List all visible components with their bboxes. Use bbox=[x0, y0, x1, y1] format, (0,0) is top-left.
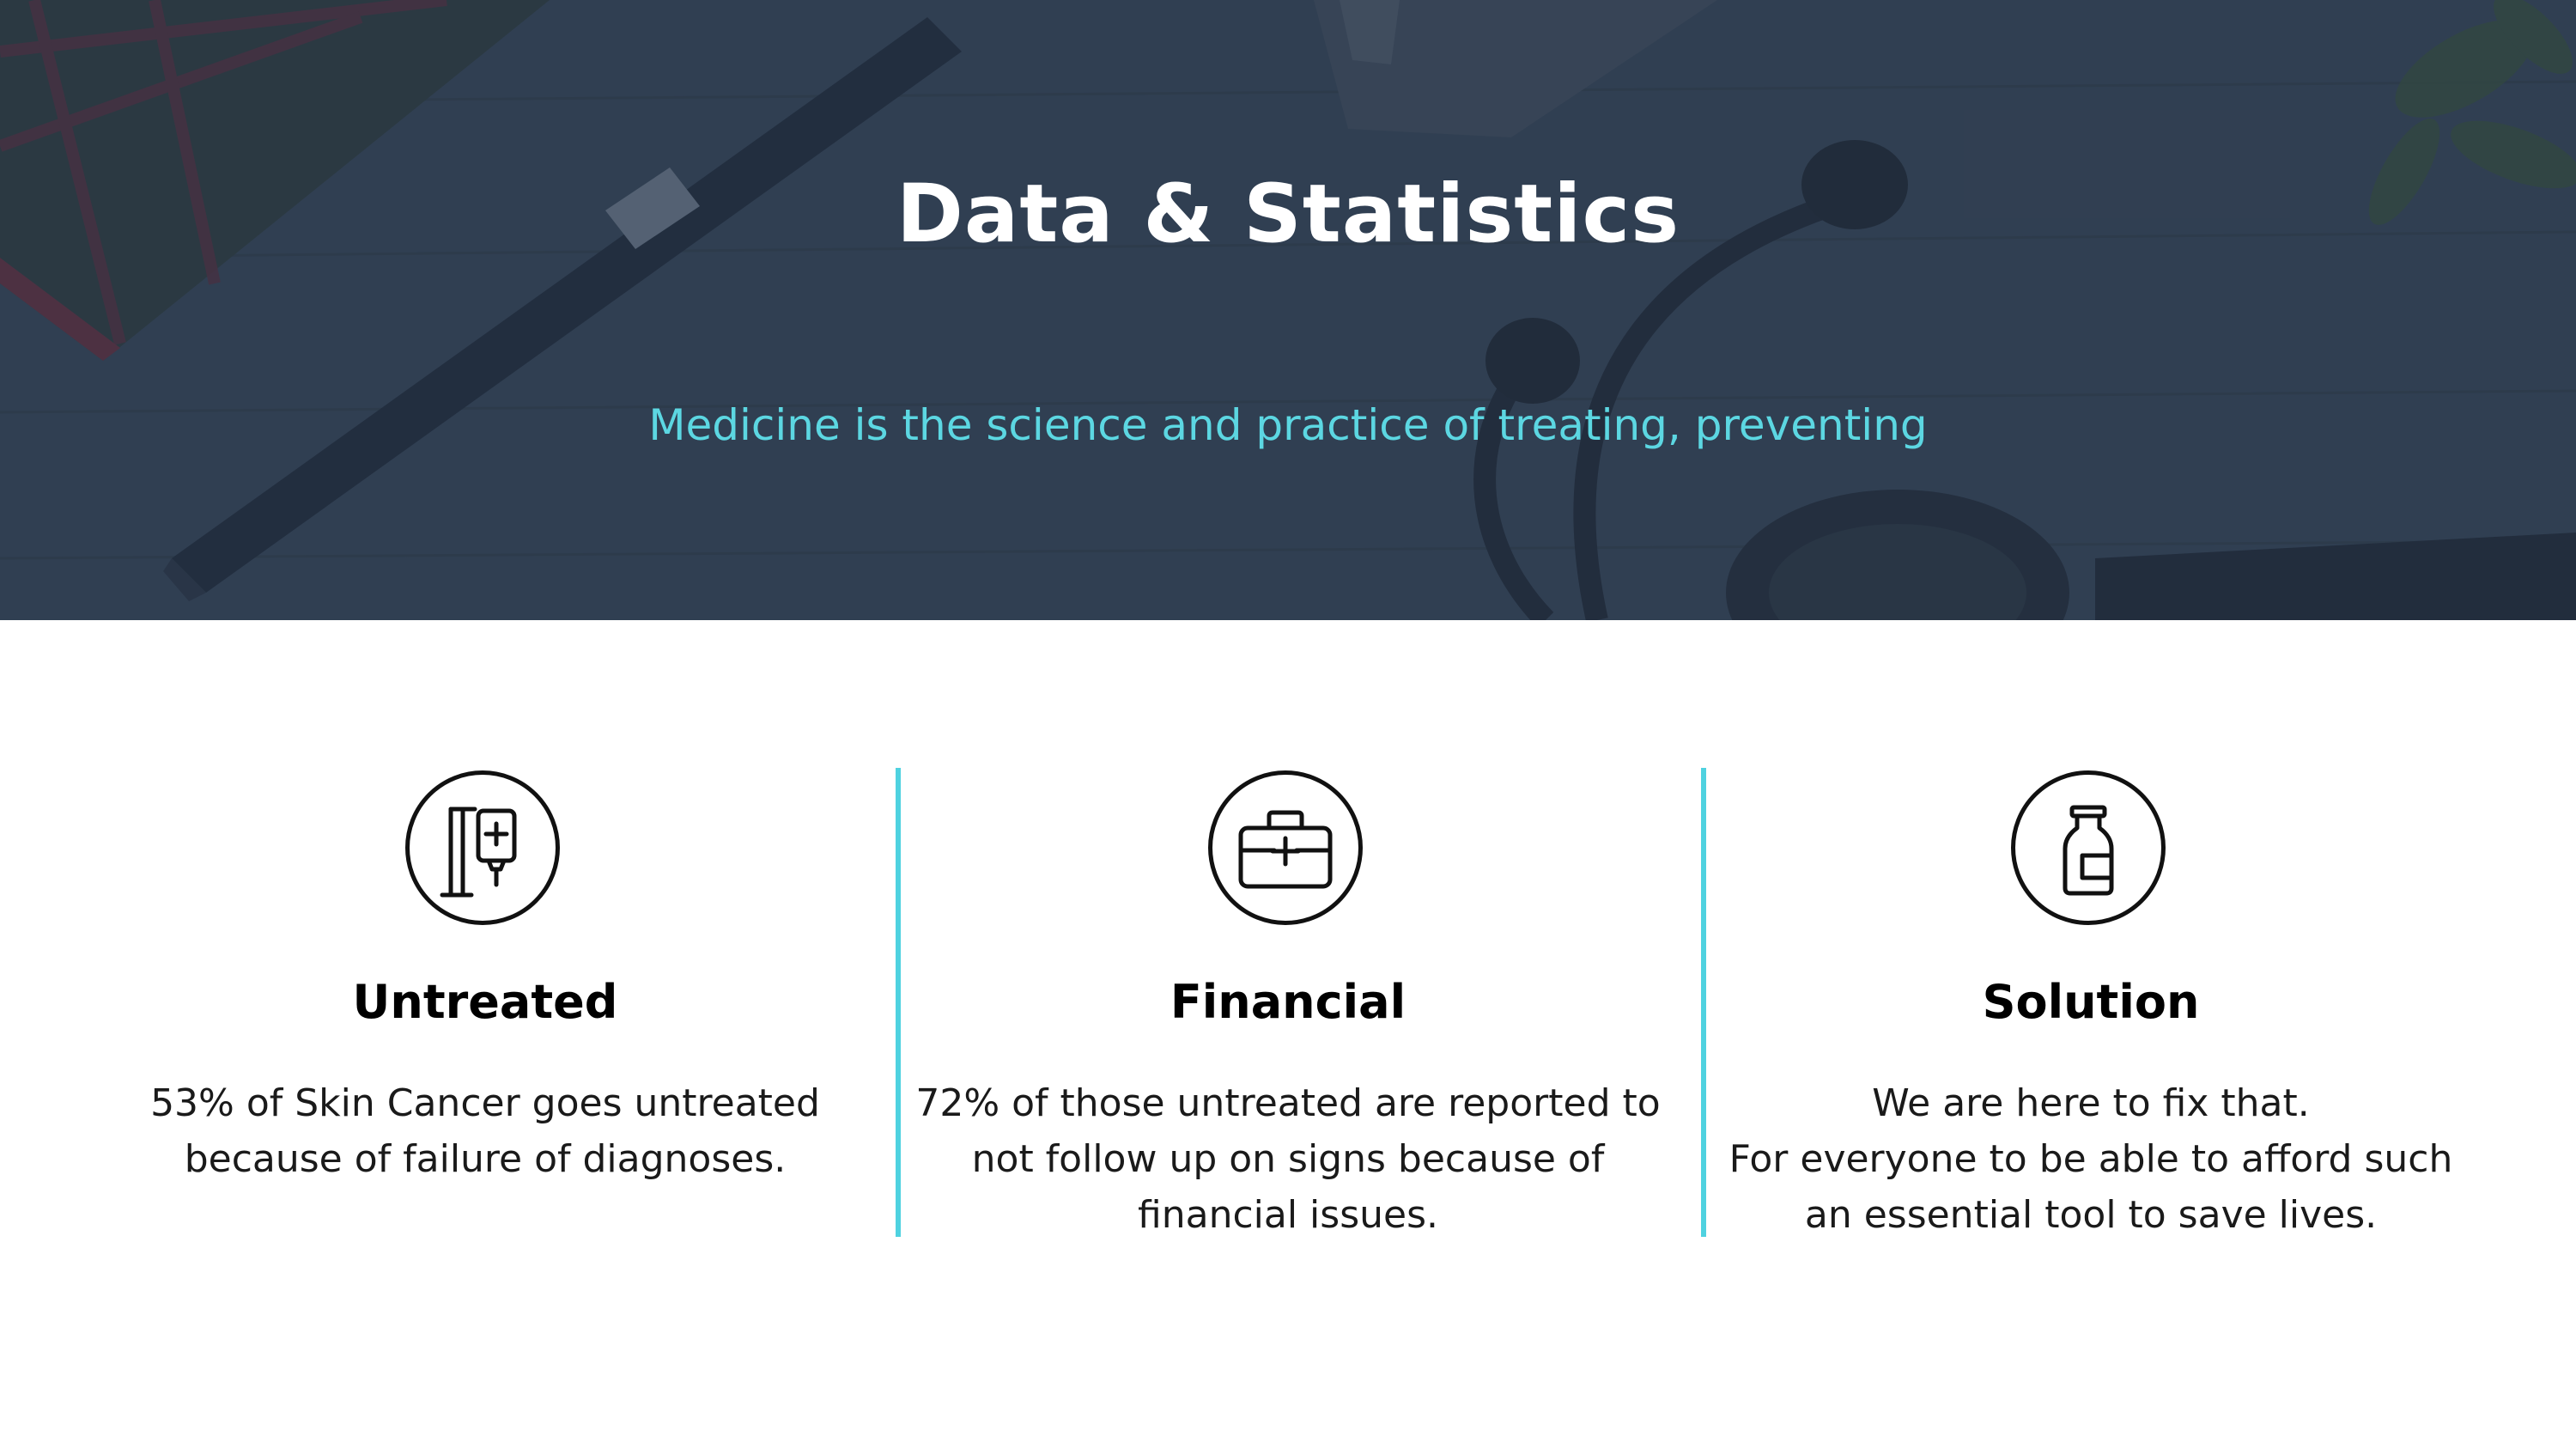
feature-solution: Solution We are here to fix that. For ev… bbox=[1687, 620, 2494, 1449]
feature-description-line: an essential tool to save lives. bbox=[1804, 1193, 2378, 1237]
feature-description-line: 53% of Skin Cancer goes untreated bbox=[150, 1081, 820, 1125]
feature-description-line: because of failure of diagnoses. bbox=[184, 1137, 787, 1181]
hero-overlay bbox=[0, 0, 2576, 620]
feature-title: Solution bbox=[1982, 975, 2200, 1029]
feature-description-line: For everyone to be able to afford such bbox=[1728, 1137, 2453, 1181]
feature-description: 53% of Skin Cancer goes untreated becaus… bbox=[82, 1075, 889, 1187]
page-title: Data & Statistics bbox=[896, 167, 1680, 261]
medicine-bottle-icon bbox=[2011, 770, 2166, 925]
iv-drip-icon bbox=[405, 770, 560, 925]
column-divider bbox=[896, 768, 901, 1237]
feature-title: Untreated bbox=[352, 975, 618, 1029]
hero-banner: Data & Statistics Medicine is the scienc… bbox=[0, 0, 2576, 620]
statistics-section: Untreated 53% of Skin Cancer goes untrea… bbox=[0, 620, 2576, 1449]
column-divider bbox=[1701, 768, 1706, 1237]
feature-financial: Financial 72% of those untreated are rep… bbox=[884, 620, 1692, 1449]
feature-description-line: 72% of those untreated are reported to bbox=[915, 1081, 1661, 1125]
feature-description: 72% of those untreated are reported to n… bbox=[884, 1075, 1692, 1243]
feature-title: Financial bbox=[1170, 975, 1406, 1029]
feature-description-line: financial issues. bbox=[1138, 1193, 1438, 1237]
page-subtitle: Medicine is the science and practice of … bbox=[648, 400, 1928, 450]
feature-description-line: We are here to fix that. bbox=[1872, 1081, 2310, 1125]
feature-description: We are here to fix that. For everyone to… bbox=[1687, 1075, 2494, 1243]
feature-untreated: Untreated 53% of Skin Cancer goes untrea… bbox=[82, 620, 889, 1449]
medical-kit-icon bbox=[1208, 770, 1363, 925]
feature-description-line: not follow up on signs because of bbox=[971, 1137, 1605, 1181]
